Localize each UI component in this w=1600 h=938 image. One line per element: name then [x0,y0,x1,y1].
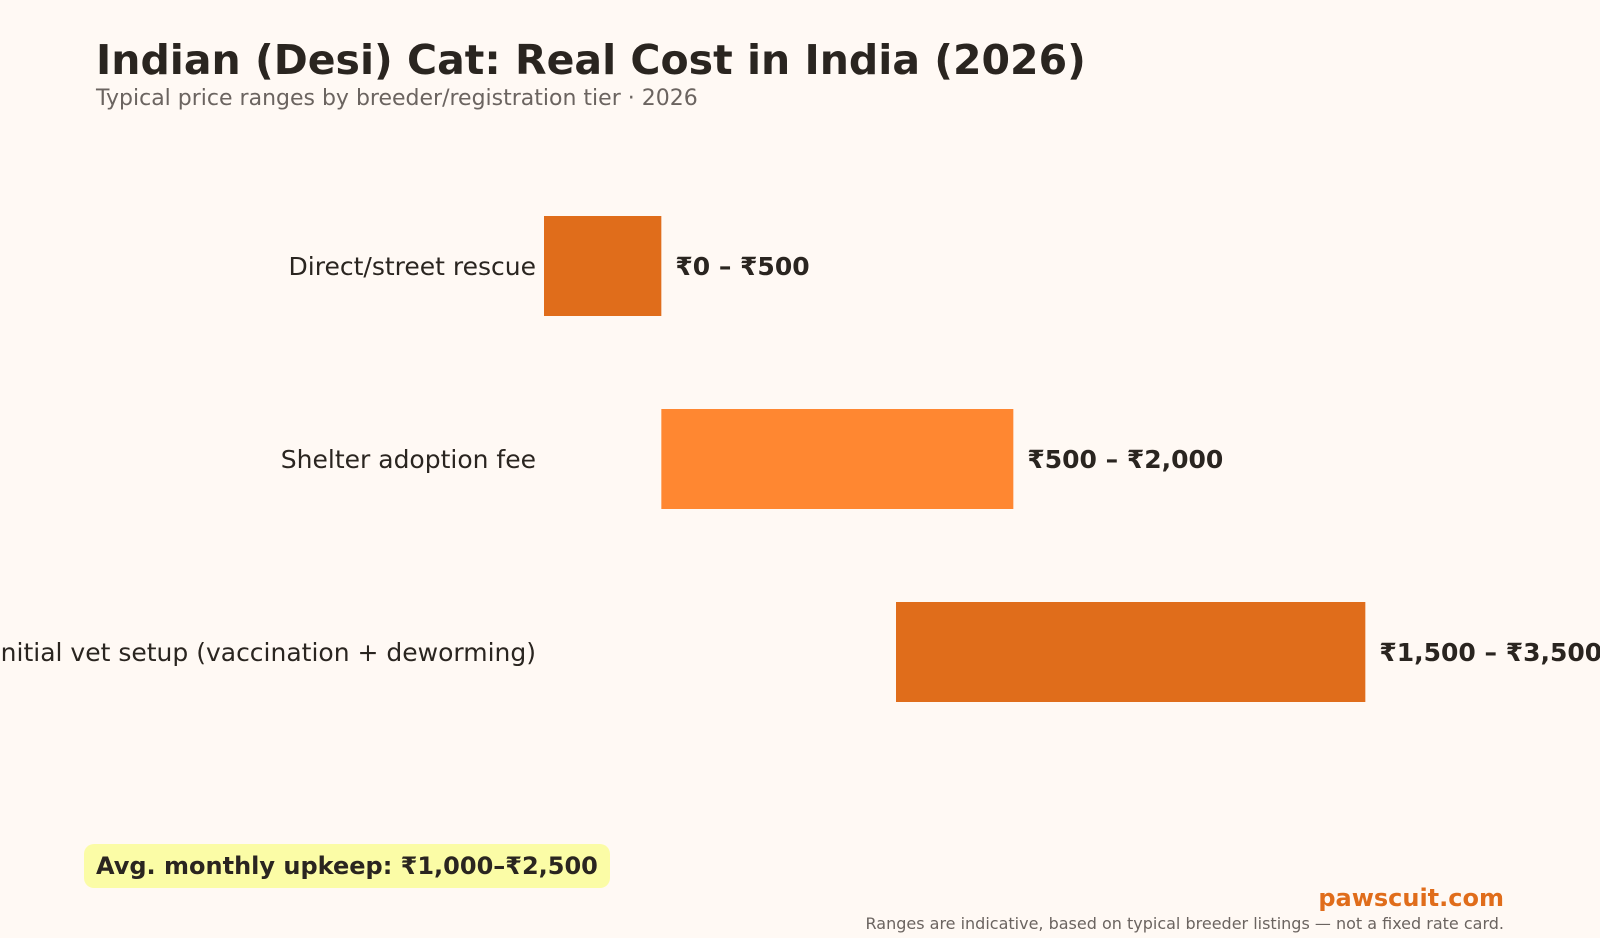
chart-subtitle: Typical price ranges by breeder/registra… [96,86,698,111]
category-label: Direct/street rescue [289,252,536,281]
range-bar [896,602,1366,702]
chart-title: Indian (Desi) Cat: Real Cost in India (2… [96,36,1086,84]
range-bar [661,409,1014,509]
category-label: Shelter adoption fee [281,445,536,474]
value-label: ₹1,500 – ₹3,500 [1379,638,1600,667]
upkeep-badge: Avg. monthly upkeep: ₹1,000–₹2,500 [84,844,610,888]
category-label: Initial vet setup (vaccination + dewormi… [0,638,536,667]
value-label: ₹500 – ₹2,000 [1027,445,1223,474]
brand-label: pawscuit.com [1318,884,1504,912]
value-label: ₹0 – ₹500 [675,252,809,281]
footnote: Ranges are indicative, based on typical … [865,914,1505,933]
range-bar [544,216,662,316]
